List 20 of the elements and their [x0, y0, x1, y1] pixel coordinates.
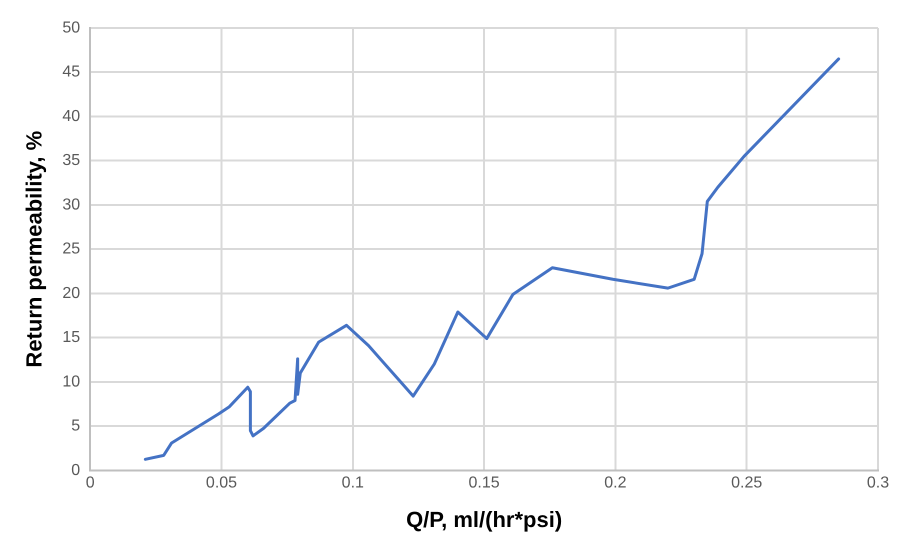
y-tick-label: 0 [71, 462, 80, 479]
y-tick-label: 5 [71, 418, 80, 435]
x-tick-label: 0.25 [731, 474, 762, 492]
x-tick-label: 0.1 [342, 474, 364, 492]
x-tick-label: 0.3 [866, 474, 890, 492]
x-tick-label: 0.2 [604, 474, 627, 492]
y-tick-label: 40 [62, 108, 80, 125]
y-tick-label: 10 [62, 373, 80, 390]
y-tick-label: 25 [62, 240, 80, 258]
x-axis-title: Q/P, ml/(hr*psi) [406, 506, 562, 532]
y-tick-label: 50 [62, 19, 80, 36]
y-tick-label: 30 [62, 196, 80, 214]
y-tick-label: 45 [62, 64, 80, 81]
x-tick-label: 0 [86, 474, 95, 492]
y-axis-title: Return permeability, % [21, 130, 46, 368]
x-tick-label: 0.15 [468, 474, 500, 492]
x-tick-label: 0.05 [206, 474, 238, 492]
y-tick-label: 15 [62, 329, 80, 346]
y-tick-label: 20 [62, 284, 80, 302]
y-tick-label: 35 [62, 152, 80, 170]
